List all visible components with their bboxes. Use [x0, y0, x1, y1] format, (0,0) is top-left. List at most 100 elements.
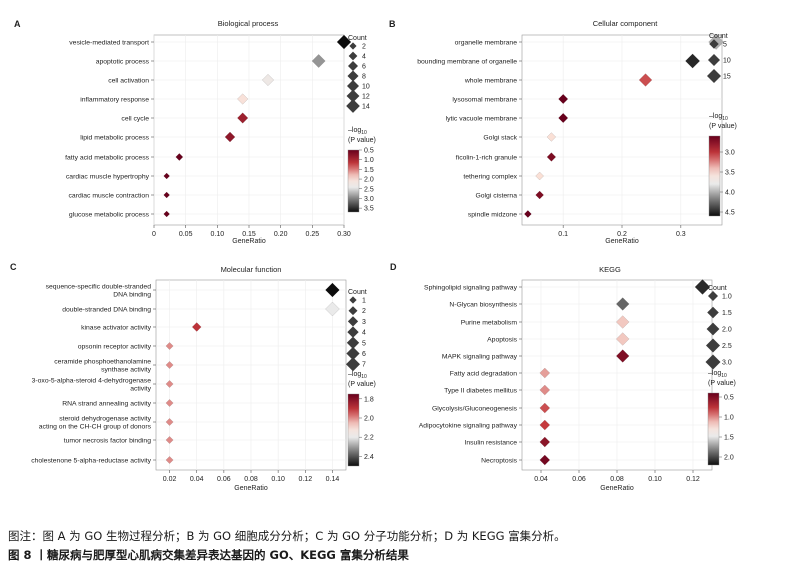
term-label: bounding membrane of organelle — [417, 59, 517, 66]
size-legend-label: 5 — [362, 340, 366, 347]
term-label: lytic vacuole membrane — [446, 116, 518, 123]
data-point — [237, 93, 249, 105]
size-legend-marker — [346, 89, 360, 103]
x-tick-label: 0.05 — [179, 231, 193, 238]
data-point — [165, 342, 174, 350]
color-bar-label: 2.2 — [364, 435, 374, 442]
size-legend-marker — [346, 99, 360, 113]
color-bar-label: 2.0 — [724, 455, 734, 462]
term-label: vesicle-mediated transport — [69, 40, 149, 47]
size-legend-marker — [707, 290, 719, 302]
x-tick-label: 0.15 — [242, 231, 256, 238]
size-legend-label: 14 — [362, 104, 370, 111]
data-point — [224, 131, 236, 143]
color-bar — [707, 392, 720, 466]
term-label: lysosomal membrane — [452, 97, 517, 104]
size-legend-label: 3.0 — [722, 360, 732, 367]
panel-title: Biological process — [218, 19, 279, 28]
data-point — [165, 436, 174, 444]
data-point — [311, 54, 326, 68]
data-point — [615, 349, 630, 363]
term-label: Insulin resistance — [464, 440, 517, 447]
size-legend-marker — [707, 306, 719, 319]
x-axis-label: GeneRatio — [600, 485, 634, 492]
size-legend-marker — [348, 306, 358, 316]
panel-C: C Molecular function 0.02 0.04 0.06 0.08 0.10 0… — [10, 262, 376, 492]
term-label: RNA strand annealing activity — [62, 401, 151, 408]
size-legend-label: 1.0 — [722, 294, 732, 301]
size-legend-label: 1.5 — [722, 310, 732, 317]
term-label: Golgi stack — [483, 135, 517, 142]
color-bar-label: 1.5 — [724, 435, 734, 442]
size-legend-marker — [706, 338, 720, 353]
term-label: tethering complex — [463, 174, 517, 181]
color-bar-label: 1.0 — [364, 157, 374, 164]
panel-letter: A — [14, 19, 21, 29]
size-legend-label: 12 — [362, 94, 370, 101]
size-legend-marker — [347, 70, 359, 82]
term-label: Adipocytokine signaling pathway — [419, 423, 518, 430]
term-label: apoptotic process — [96, 59, 150, 66]
term-label: Apoptosis — [487, 337, 517, 344]
data-point — [539, 367, 551, 379]
term-label: ficolin-1-rich granule — [456, 155, 517, 162]
color-legend-title: –log10 — [708, 370, 727, 379]
color-legend-subtitle: (P value) — [348, 137, 376, 144]
x-tick-label: 0.06 — [217, 476, 231, 483]
color-legend-subtitle: (P value) — [708, 380, 736, 387]
x-tick-label: 0.10 — [271, 476, 285, 483]
data-point — [175, 153, 184, 161]
color-bar-label: 3.5 — [725, 170, 735, 177]
data-point — [558, 94, 569, 104]
color-legend-subtitle: (P value) — [348, 381, 376, 388]
data-point — [325, 282, 340, 298]
data-point — [615, 297, 630, 311]
size-legend-marker — [347, 316, 359, 327]
x-axis-label: GeneRatio — [232, 238, 266, 245]
color-bar-label: 3.0 — [364, 196, 374, 203]
term-label: activity — [130, 386, 151, 393]
color-bar-label: 2.5 — [364, 186, 374, 193]
color-legend-subscript: 10 — [722, 116, 728, 122]
term-label: steroid dehydrogenase activity — [59, 416, 151, 423]
panel-B: B Cellular component 0.1 0.2 0.3 GeneRatio org… — [389, 19, 737, 245]
data-point — [694, 279, 711, 295]
x-tick-label: 0.04 — [534, 476, 548, 483]
term-label: Necroptosis — [481, 458, 517, 465]
color-legend-subscript: 10 — [361, 374, 367, 380]
size-legend-label: 8 — [362, 74, 366, 81]
x-tick-label: 0.10 — [648, 476, 662, 483]
figure-note: 图注：图 A 为 GO 生物过程分析；B 为 GO 细胞成分分析；C 为 GO … — [8, 529, 566, 543]
term-label: Fatty acid degradation — [450, 371, 517, 378]
term-label: N-Glycan biosynthesis — [449, 302, 517, 309]
size-legend-label: 6 — [362, 64, 366, 71]
data-point — [539, 402, 551, 414]
term-label: cholestenone 5-alpha-reductase activity — [31, 458, 151, 465]
color-legend-title: –log10 — [348, 127, 367, 136]
data-point — [546, 152, 557, 162]
data-point — [163, 191, 170, 199]
color-bar-label: 4.0 — [725, 190, 735, 197]
term-label: 3-oxo-5-alpha-steroid 4-dehydrogenase — [32, 378, 152, 385]
term-label: opsonin receptor activity — [78, 344, 152, 351]
term-label: Golgi cisterna — [475, 193, 517, 200]
color-bar-label: 3.0 — [725, 150, 735, 157]
x-axis-label: GeneRatio — [605, 238, 639, 245]
data-point — [165, 399, 174, 407]
color-legend-subscript: 10 — [361, 130, 367, 136]
size-legend-marker — [346, 357, 360, 372]
term-label: ceramide phosphoethanolamine — [54, 359, 151, 366]
x-tick-label: 0.08 — [244, 476, 258, 483]
color-legend-title: –log10 — [709, 113, 728, 122]
data-point — [558, 113, 569, 123]
x-tick-label: 0.1 — [558, 231, 568, 238]
color-bar — [347, 393, 360, 467]
data-point — [535, 190, 544, 200]
size-legend-title: Count — [348, 289, 367, 296]
data-point — [546, 132, 557, 142]
size-legend-label: 2.5 — [722, 343, 732, 350]
data-point — [163, 210, 170, 218]
term-label: Purine metabolism — [461, 320, 518, 327]
data-point — [261, 73, 275, 87]
